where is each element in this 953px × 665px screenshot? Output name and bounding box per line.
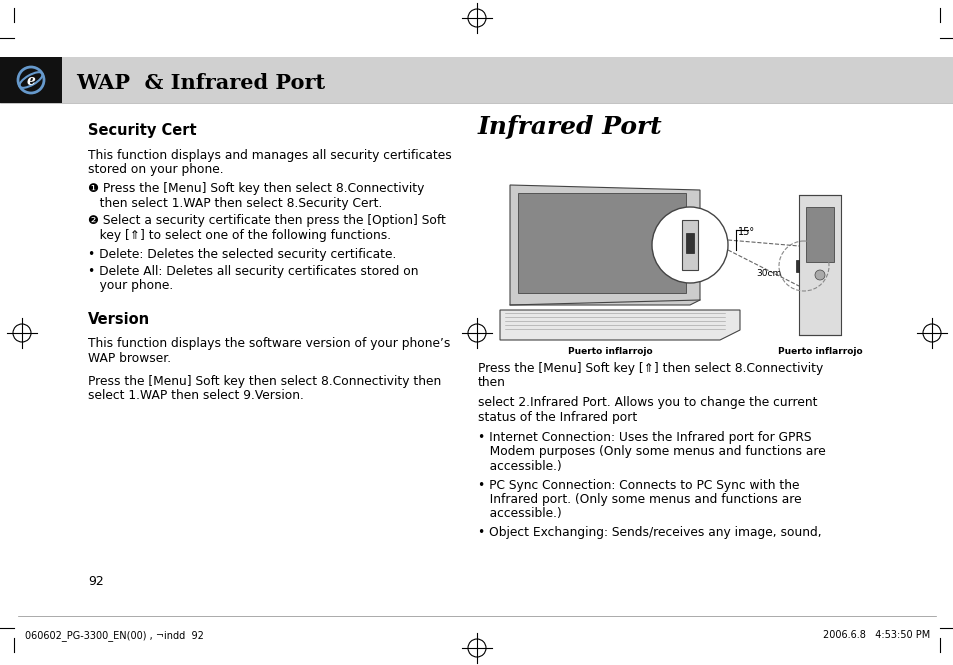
Text: accessible.): accessible.) [477,507,561,521]
Text: • Object Exchanging: Sends/receives any image, sound,: • Object Exchanging: Sends/receives any … [477,526,821,539]
Text: • PC Sync Connection: Connects to PC Sync with the: • PC Sync Connection: Connects to PC Syn… [477,479,799,491]
Text: select 2.Infrared Port. Allows you to change the current: select 2.Infrared Port. Allows you to ch… [477,396,817,409]
Text: • Internet Connection: Uses the Infrared port for GPRS: • Internet Connection: Uses the Infrared… [477,431,811,444]
Text: Version: Version [88,311,150,327]
Bar [0,57,953,103]
Text: • Delete: Deletes the selected security certificate.: • Delete: Deletes the selected security … [88,248,395,261]
Text: ❶ Press the [Menu] Soft key then select 8.Connectivity: ❶ Press the [Menu] Soft key then select … [88,182,424,195]
Text: • Delete All: Deletes all security certificates stored on: • Delete All: Deletes all security certi… [88,265,418,277]
Text: Infrared Port: Infrared Port [477,115,662,139]
Text: then: then [477,376,505,390]
Text: accessible.): accessible.) [477,460,561,473]
Text: then select 1.WAP then select 8.Security Cert.: then select 1.WAP then select 8.Security… [88,196,382,209]
Text: 92: 92 [88,575,104,588]
Text: This function displays and manages all security certificates: This function displays and manages all s… [88,149,452,162]
Polygon shape [510,185,700,305]
Bar [681,220,698,270]
Bar [795,260,799,272]
Text: 2006.6.8   4:53:50 PM: 2006.6.8 4:53:50 PM [821,630,929,640]
Text: Press the [Menu] Soft key then select 8.Connectivity then: Press the [Menu] Soft key then select 8.… [88,374,441,388]
Text: WAP  & Infrared Port: WAP & Infrared Port [76,73,325,93]
Polygon shape [799,195,841,335]
Text: select 1.WAP then select 9.Version.: select 1.WAP then select 9.Version. [88,389,304,402]
Text: status of the Infrared port: status of the Infrared port [477,410,637,424]
Text: Infrared port. (Only some menus and functions are: Infrared port. (Only some menus and func… [477,493,801,506]
Bar [805,207,833,262]
Text: WAP browser.: WAP browser. [88,352,171,365]
Text: Press the [Menu] Soft key [⇑] then select 8.Connectivity: Press the [Menu] Soft key [⇑] then selec… [477,362,822,375]
Text: 15°: 15° [738,227,755,237]
Circle shape [814,270,824,280]
Text: Puerto inflarrojo: Puerto inflarrojo [777,347,862,356]
Text: Modem purposes (Only some menus and functions are: Modem purposes (Only some menus and func… [477,446,825,458]
Circle shape [651,207,727,283]
Text: Puerto inflarrojo: Puerto inflarrojo [567,347,652,356]
Text: your phone.: your phone. [88,279,173,292]
Text: e: e [27,74,35,88]
Polygon shape [499,310,740,340]
Bar [685,233,693,253]
Text: 060602_PG-3300_EN(00) , ¬indd  92: 060602_PG-3300_EN(00) , ¬indd 92 [25,630,204,641]
Text: ❷ Select a security certificate then press the [Option] Soft: ❷ Select a security certificate then pre… [88,214,445,227]
Text: 30cm: 30cm [755,269,781,277]
Bar [0,57,62,103]
Bar [517,193,685,293]
Text: key [⇑] to select one of the following functions.: key [⇑] to select one of the following f… [88,229,391,241]
Text: This function displays the software version of your phone’s: This function displays the software vers… [88,338,450,350]
Text: stored on your phone.: stored on your phone. [88,164,223,176]
Text: Security Cert: Security Cert [88,123,196,138]
